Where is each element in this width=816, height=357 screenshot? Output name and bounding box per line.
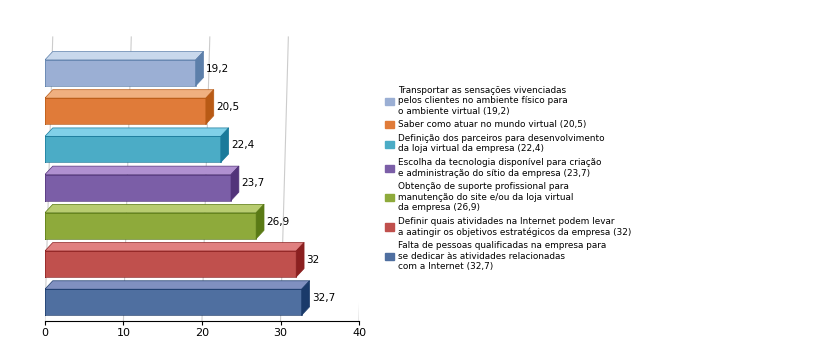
Polygon shape [45,175,231,201]
Polygon shape [45,60,196,86]
Polygon shape [206,90,214,124]
Text: 23,7: 23,7 [242,178,264,188]
Polygon shape [45,281,309,289]
Text: 19,2: 19,2 [206,64,229,74]
Text: 22,4: 22,4 [231,140,255,150]
Text: 32: 32 [307,255,320,265]
Text: 26,9: 26,9 [266,217,290,227]
Text: 20,5: 20,5 [216,102,239,112]
Legend: Transportar as sensações vivenciadas
pelos clientes no ambiente físico para
o am: Transportar as sensações vivenciadas pel… [384,86,632,271]
Polygon shape [45,251,296,277]
Polygon shape [45,166,239,175]
Polygon shape [196,51,203,86]
Polygon shape [45,242,304,251]
Polygon shape [231,166,239,201]
Polygon shape [45,128,228,136]
Polygon shape [302,281,309,315]
Polygon shape [45,204,264,213]
Polygon shape [296,242,304,277]
Polygon shape [45,136,221,162]
Polygon shape [221,128,228,162]
Polygon shape [45,98,206,124]
Text: 32,7: 32,7 [312,293,335,303]
Polygon shape [45,51,203,60]
Polygon shape [45,90,214,98]
Polygon shape [45,289,302,315]
Polygon shape [45,213,256,239]
Polygon shape [256,204,264,239]
